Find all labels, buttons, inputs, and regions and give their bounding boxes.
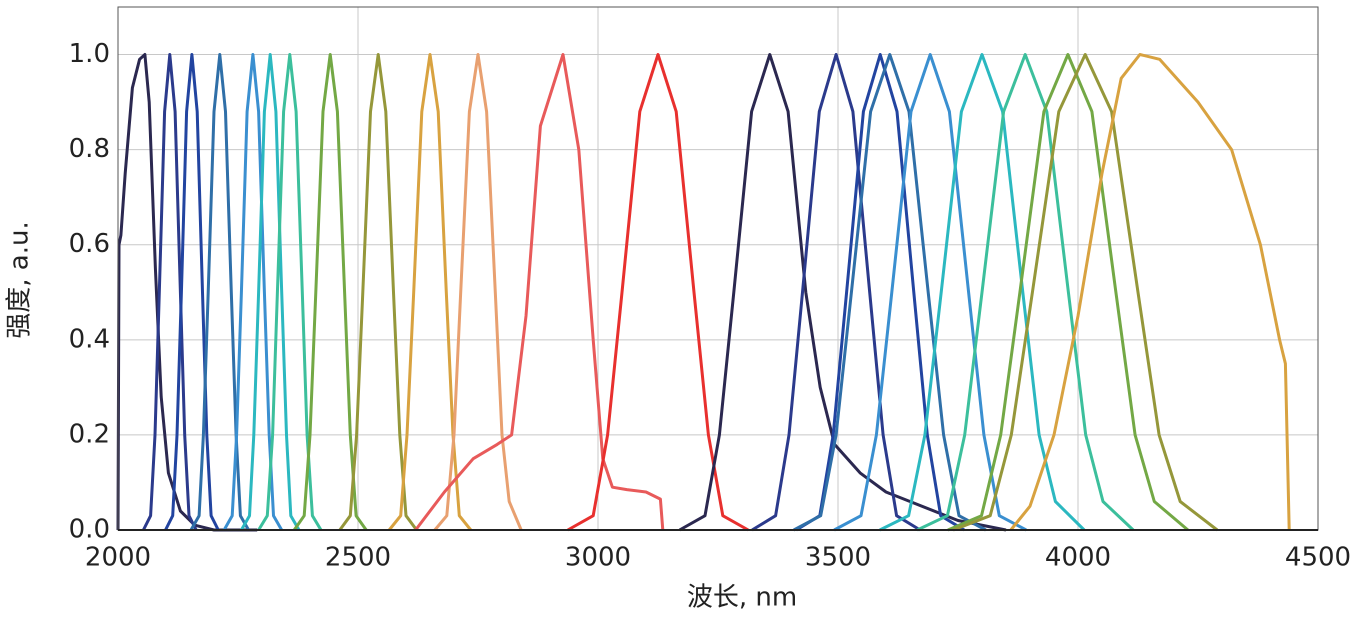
x-tick-label: 2500 bbox=[325, 543, 391, 573]
x-tick-label: 3500 bbox=[805, 543, 871, 573]
series-line bbox=[947, 53, 1189, 532]
series-line bbox=[678, 53, 1007, 532]
series-line bbox=[388, 53, 472, 531]
series-line bbox=[240, 53, 301, 531]
x-tick-label: 2000 bbox=[85, 543, 151, 573]
series-line bbox=[164, 53, 220, 531]
series-line bbox=[793, 53, 987, 532]
series-line bbox=[795, 53, 965, 532]
y-tick-label: 0.6 bbox=[69, 229, 110, 259]
series-line bbox=[142, 53, 198, 531]
series-line bbox=[1009, 53, 1291, 531]
x-tick-label: 3000 bbox=[565, 543, 631, 573]
series-line bbox=[116, 53, 258, 532]
plot-frame bbox=[117, 6, 1319, 531]
series-line bbox=[414, 53, 665, 531]
x-axis-label: 波长, nm bbox=[687, 583, 797, 613]
series-line bbox=[338, 53, 418, 531]
series-line bbox=[916, 53, 1135, 532]
series-line bbox=[952, 53, 1219, 532]
series-line bbox=[751, 53, 921, 532]
series-line bbox=[257, 53, 323, 531]
series-line bbox=[292, 53, 368, 531]
x-tick-label: 4000 bbox=[1045, 543, 1111, 573]
series-line bbox=[879, 53, 1086, 532]
series-line bbox=[567, 53, 749, 532]
y-tick-label: 0.0 bbox=[69, 515, 110, 545]
series-line bbox=[189, 53, 250, 531]
y-tick-label: 0.8 bbox=[69, 134, 110, 164]
y-tick-label: 0.4 bbox=[69, 324, 110, 354]
y-tick-label: 1.0 bbox=[69, 39, 110, 69]
x-tick-label: 4500 bbox=[1285, 543, 1351, 573]
y-axis-label: 强度, a.u. bbox=[5, 221, 35, 338]
series-line bbox=[433, 53, 523, 531]
series-line bbox=[833, 53, 1027, 532]
y-tick-label: 0.2 bbox=[69, 419, 110, 449]
